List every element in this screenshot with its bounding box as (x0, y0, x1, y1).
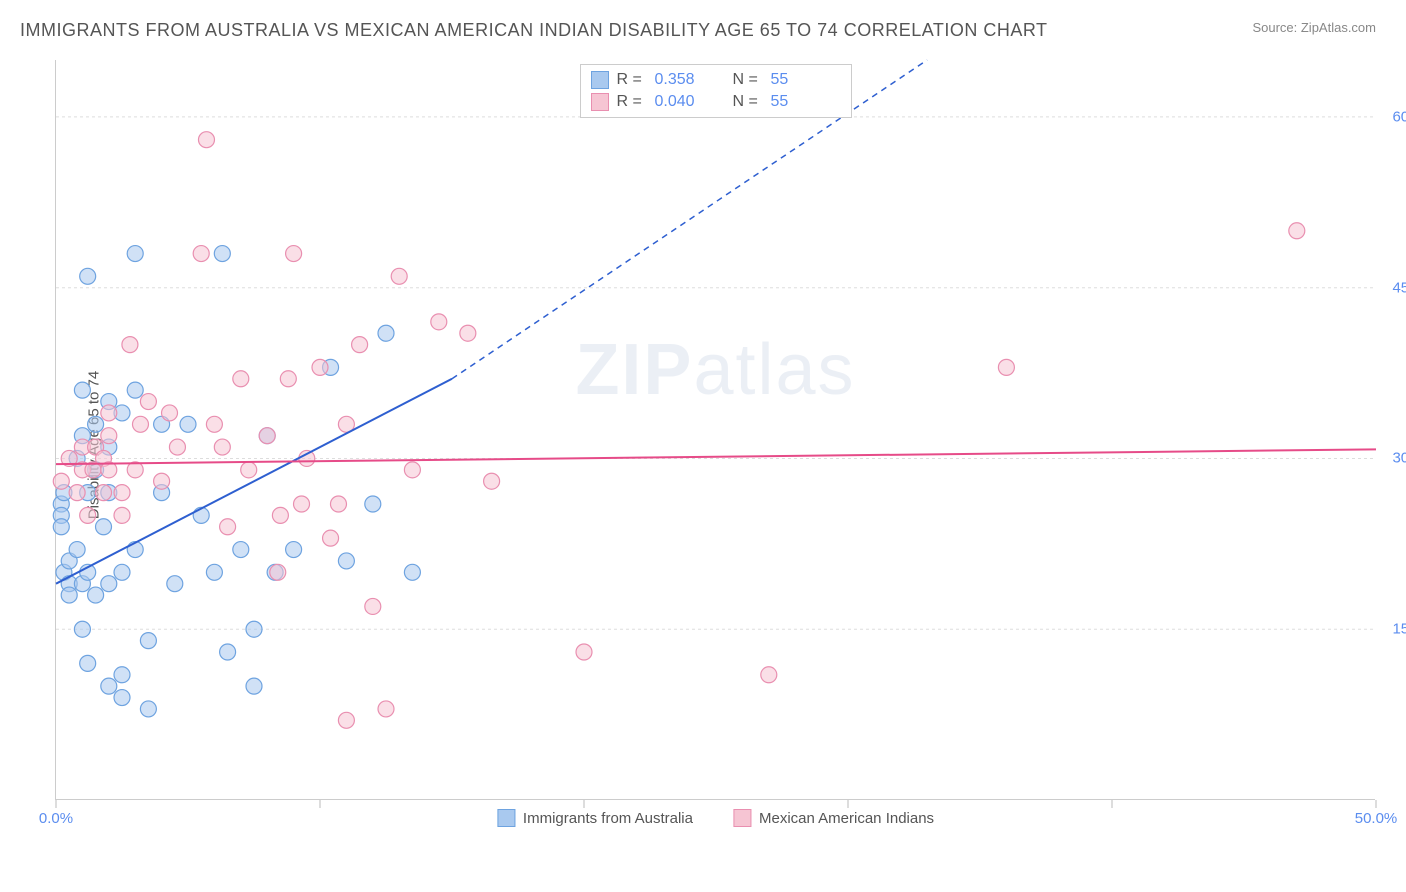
n-label: N = (733, 71, 763, 89)
r-value: 0.358 (655, 71, 725, 89)
legend-series-label: Immigrants from Australia (523, 810, 693, 827)
legend-swatch (591, 71, 609, 89)
y-tick-label: 45.0% (1392, 279, 1406, 296)
source-link[interactable]: ZipAtlas.com (1301, 20, 1376, 35)
source-prefix: Source: (1252, 20, 1300, 35)
legend-series-item: Immigrants from Australia (497, 809, 693, 827)
legend-corr-row: R = 0.040 N = 55 (591, 91, 841, 113)
legend-swatch (591, 93, 609, 111)
legend-series-item: Mexican American Indians (733, 809, 934, 827)
n-value: 55 (771, 93, 841, 111)
plot-svg (56, 60, 1375, 799)
r-label: R = (617, 71, 647, 89)
y-tick-label: 15.0% (1392, 621, 1406, 638)
chart-container: Disability Age 65 to 74 ZIPatlas R =0.35… (50, 60, 1380, 830)
chart-header: IMMIGRANTS FROM AUSTRALIA VS MEXICAN AME… (0, 0, 1406, 51)
n-value: 55 (771, 71, 841, 89)
y-tick-label: 30.0% (1392, 450, 1406, 467)
y-tick-label: 60.0% (1392, 108, 1406, 125)
legend-series-label: Mexican American Indians (759, 810, 934, 827)
legend-correlation-box: R = 0.358 N = 55 R = 0.040 N = 55 (580, 64, 852, 118)
source-label: Source: ZipAtlas.com (1252, 20, 1376, 35)
x-tick-label: 0.0% (39, 810, 73, 827)
plot-area: ZIPatlas R =0.358N =55R =0.040N =55 Immi… (55, 60, 1375, 800)
chart-title: IMMIGRANTS FROM AUSTRALIA VS MEXICAN AME… (20, 20, 1048, 41)
legend-swatch (497, 809, 515, 827)
legend-series: Immigrants from Australia Mexican America… (497, 809, 934, 827)
n-label: N = (733, 93, 763, 111)
legend-corr-row: R = 0.358 N = 55 (591, 69, 841, 91)
x-tick-label: 50.0% (1355, 810, 1398, 827)
r-label: R = (617, 93, 647, 111)
r-value: 0.040 (655, 93, 725, 111)
legend-swatch (733, 809, 751, 827)
